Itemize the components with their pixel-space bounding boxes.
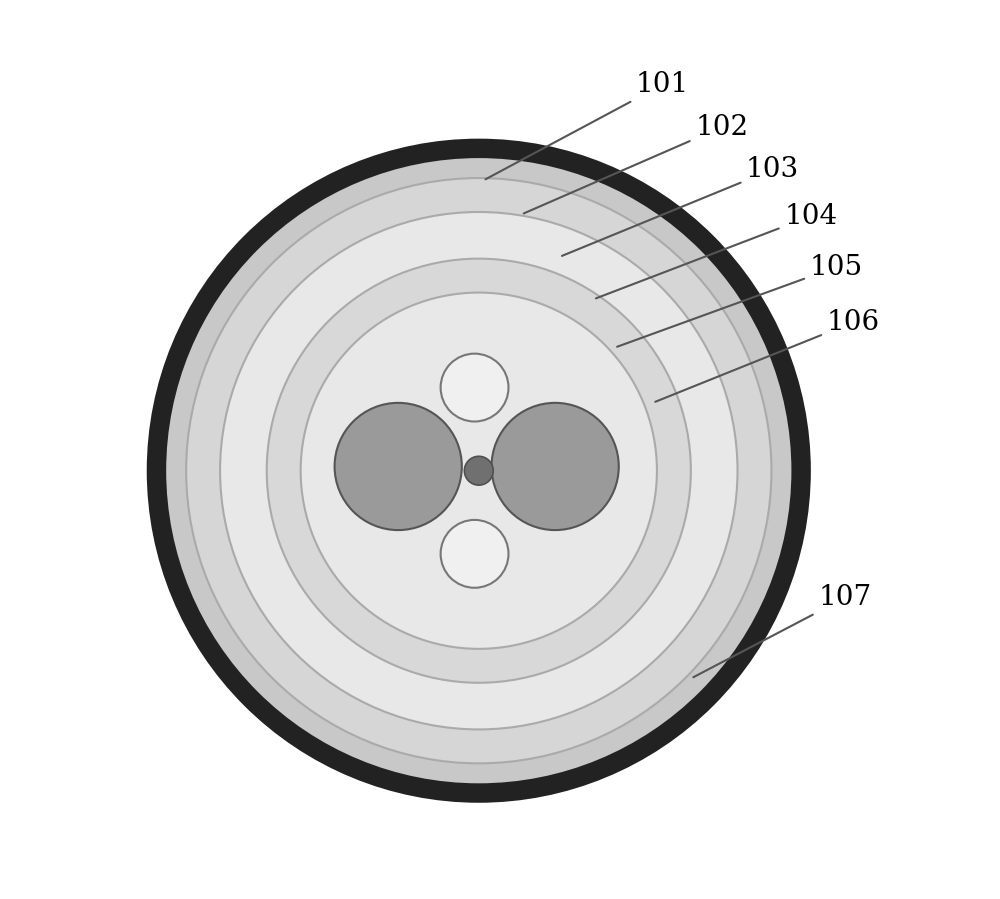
Text: 106: 106 bbox=[655, 308, 880, 402]
Circle shape bbox=[301, 292, 657, 649]
Text: 105: 105 bbox=[617, 254, 863, 347]
Circle shape bbox=[464, 457, 493, 485]
Circle shape bbox=[267, 259, 691, 682]
Text: 104: 104 bbox=[596, 203, 837, 298]
Circle shape bbox=[441, 520, 508, 588]
Text: 102: 102 bbox=[524, 113, 748, 213]
Text: 103: 103 bbox=[562, 156, 799, 256]
Circle shape bbox=[492, 403, 619, 530]
Circle shape bbox=[220, 212, 738, 729]
Text: 107: 107 bbox=[693, 584, 871, 677]
Circle shape bbox=[186, 178, 771, 763]
Circle shape bbox=[156, 148, 801, 793]
Text: 101: 101 bbox=[485, 71, 689, 179]
Circle shape bbox=[441, 353, 508, 422]
Circle shape bbox=[335, 403, 462, 530]
